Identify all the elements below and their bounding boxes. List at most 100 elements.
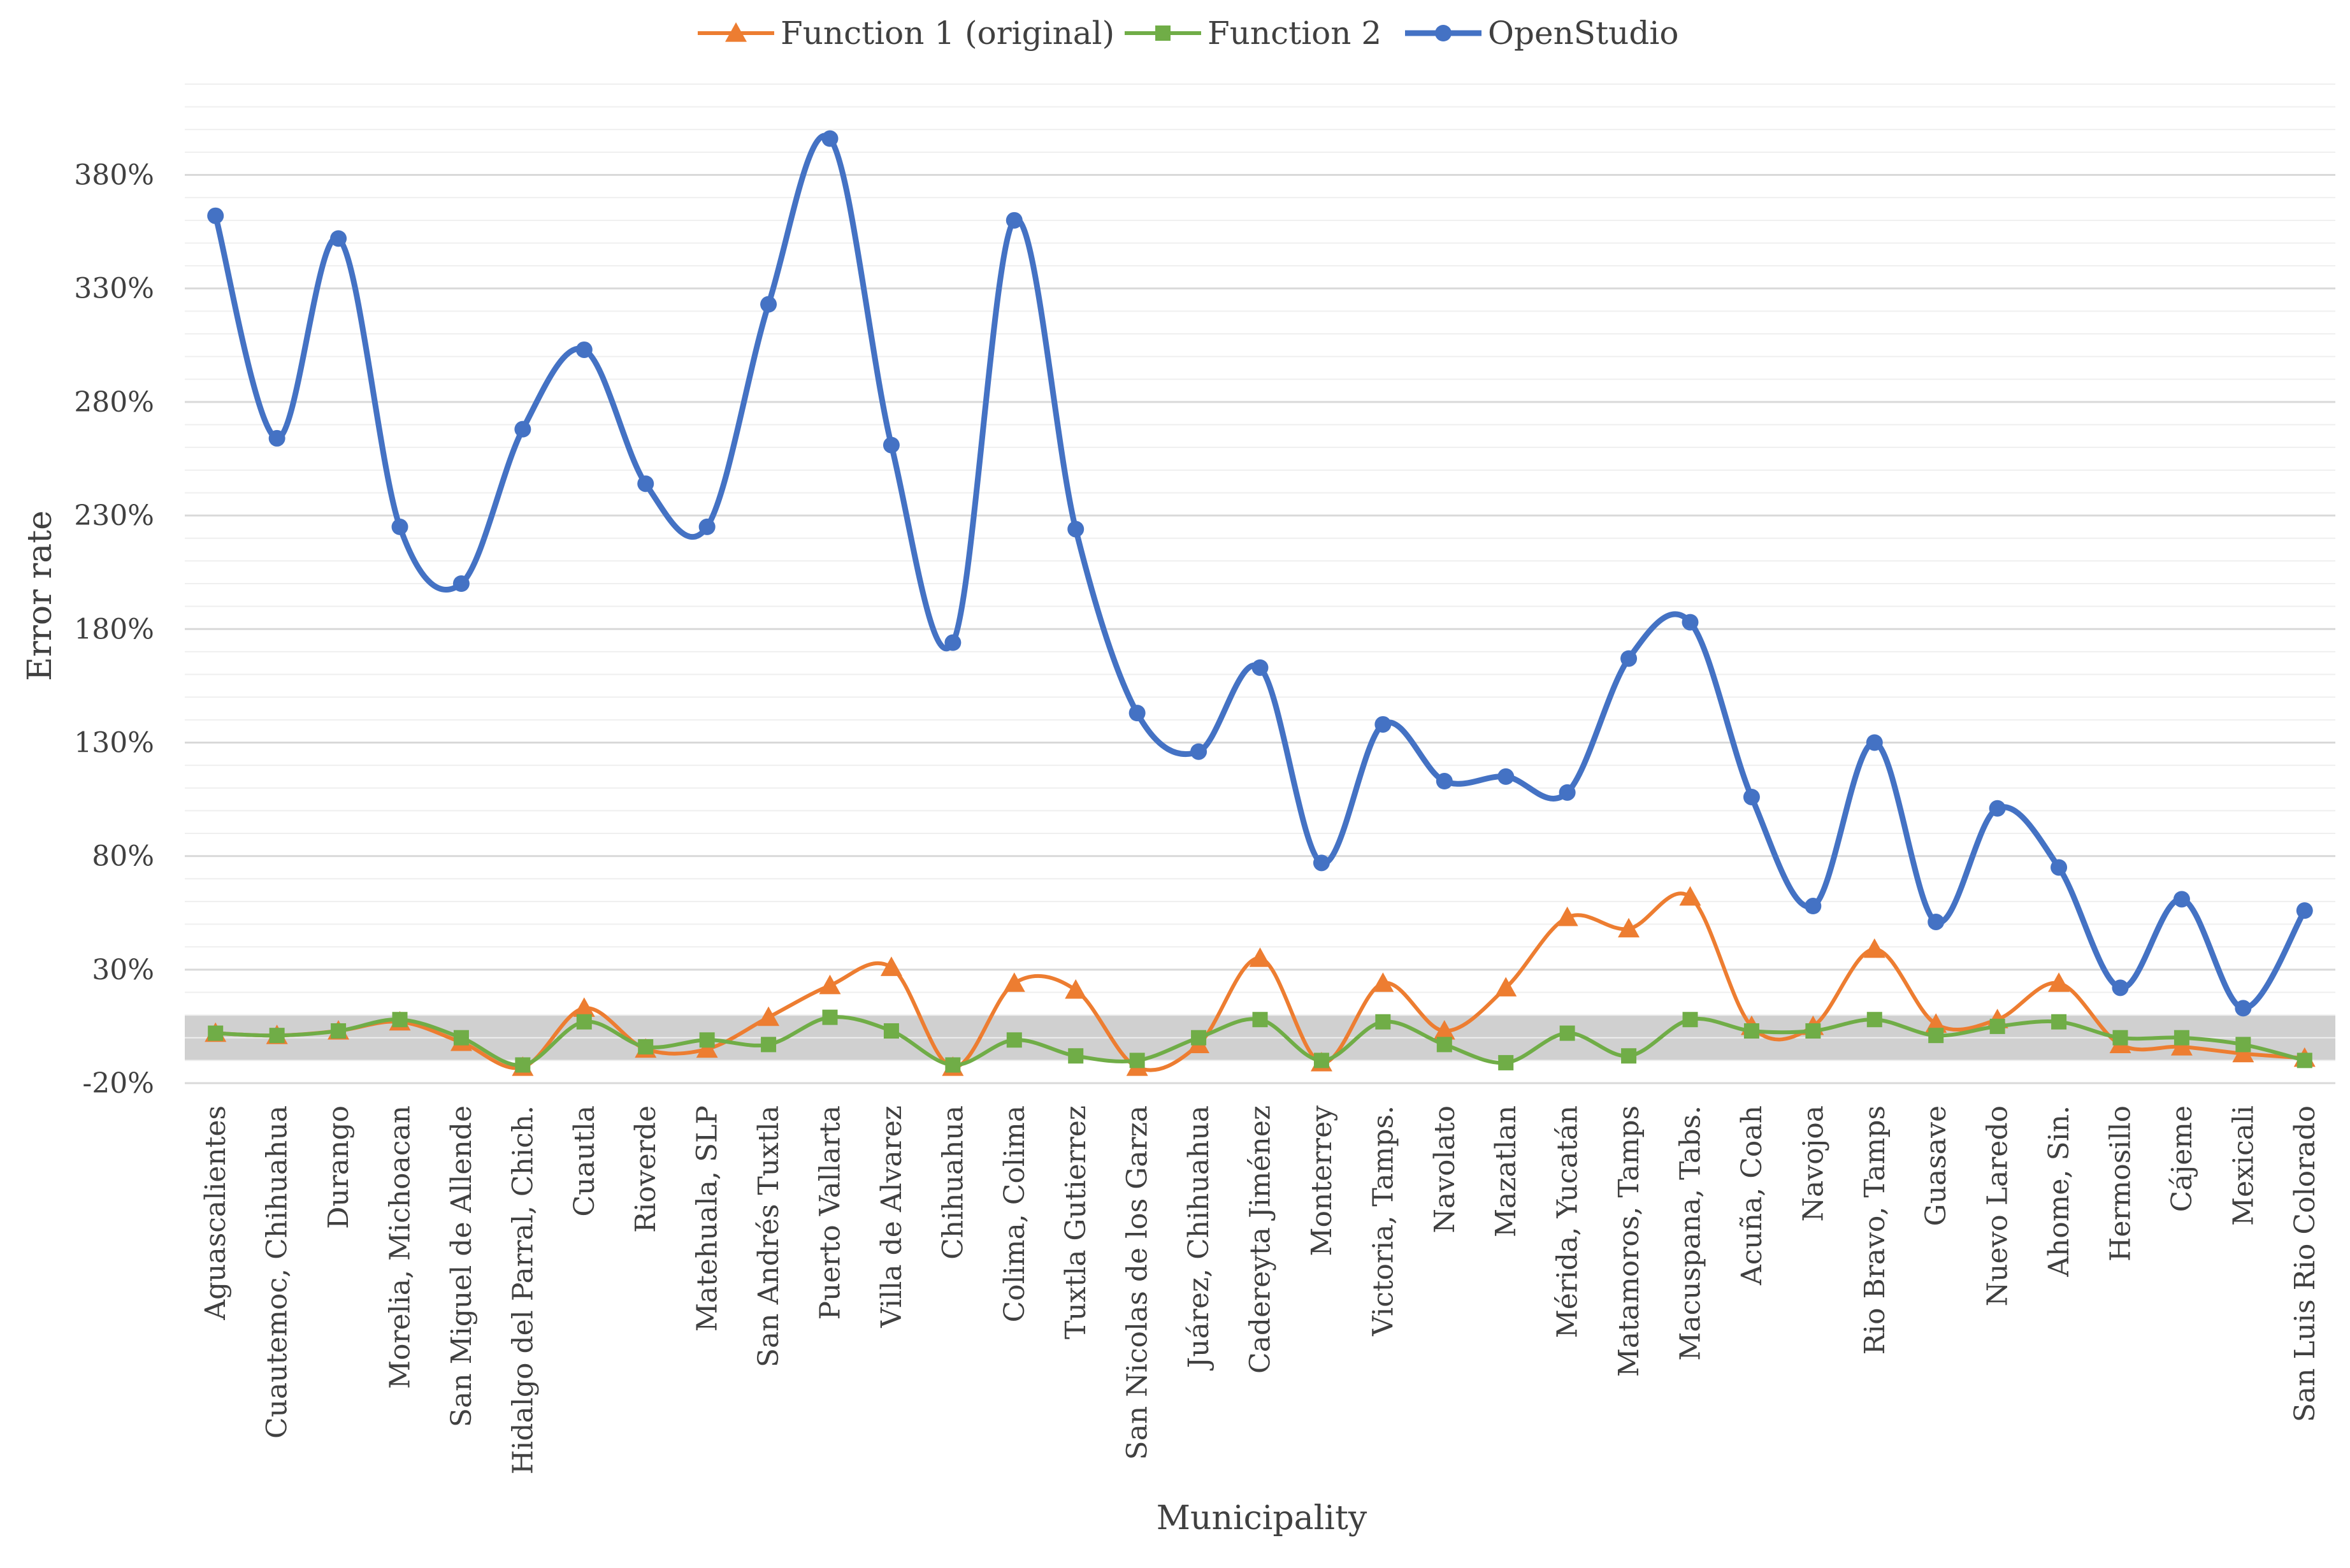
series-point-triangle [1556,906,1578,926]
series-point-circle [1128,705,1146,722]
series-point-triangle [1065,979,1087,999]
series-point-circle [2051,859,2068,876]
series-point-square [2051,1014,2067,1030]
series-point-circle [268,429,285,447]
x-tick-label: San Andrés Tuxtla [753,1105,785,1367]
series-point-square [638,1039,654,1054]
x-tick-label: Victoria, Tamps. [1367,1105,1399,1337]
series-point-circle [1989,800,2006,817]
series-3 [207,130,2313,1017]
series-point-circle [1682,614,1699,631]
series-point-circle [1374,716,1392,733]
series-point-square [2296,1053,2312,1068]
series-point-square [1498,1054,1514,1070]
series-point-circle [2112,979,2129,996]
series-point-square [1068,1048,1084,1064]
x-tick-label: Villa de Alvarez [876,1105,908,1328]
series-point-circle [1251,659,1269,676]
x-tick-label: Aguascalientes [199,1105,232,1321]
series-point-triangle [2232,1042,2254,1063]
y-axis-title: Error rate [21,510,59,681]
series-point-circle [1866,734,1883,751]
series-point-square [269,1028,285,1044]
series-point-triangle [696,1038,718,1058]
x-tick-label: Rioverde [630,1105,662,1233]
x-tick-label: Hidalgo del Parral, Chich. [507,1105,539,1474]
series-point-square [1252,1012,1268,1028]
legend-label: Function 2 [1207,15,1381,52]
x-tick-label: Cuautla [568,1105,601,1217]
x-tick-label: Acuña, Coah [1736,1105,1768,1286]
series-point-square [1436,1037,1452,1053]
series-point-triangle [1495,977,1517,996]
y-tick-label: 130% [74,726,154,759]
y-tick-label: -20% [82,1067,154,1100]
series-point-square [208,1025,224,1041]
series-point-circle [514,421,531,438]
x-tick-label: Cuautemoc, Chihuahua [261,1105,294,1439]
series-point-circle [1743,788,1760,805]
x-tick-label: Tuxtla Gutierrez [1060,1105,1092,1339]
series-point-circle [2296,902,2313,919]
x-tick-label: Hermosillo [2105,1105,2137,1262]
series-point-square [1313,1053,1329,1068]
legend-item: Function 2 [1125,15,1381,52]
x-axis-title: Municipality [1157,1499,1367,1537]
series-point-circle [1435,25,1452,41]
x-tick-label: Mérida, Yucatán [1552,1105,1584,1338]
series-point-square [1743,1023,1759,1039]
x-tick-label: Morelia, Michoacan [384,1105,417,1389]
series-point-square [2235,1037,2251,1053]
series-point-circle [452,575,470,592]
series-point-square [515,1057,531,1073]
series-point-triangle [1863,938,1885,958]
series-point-circle [1928,913,1945,930]
series-point-square [1805,1023,1821,1039]
series-point-square [1155,25,1171,41]
y-tick-label: 380% [74,159,154,192]
series-point-circle [1006,212,1023,229]
x-tick-label: Cadereyta Jiménez [1244,1105,1277,1374]
x-tick-label: Durango [322,1105,355,1229]
series-point-triangle [573,997,595,1017]
x-tick-label: Chihuahua [937,1105,969,1260]
series-point-square [1006,1032,1022,1048]
series-point-square [1989,1018,2005,1034]
series-point-triangle [758,1006,780,1026]
gridlines [185,83,2335,1084]
x-tick-label: Guasave [1920,1105,1952,1226]
x-tick-label: Matehuala, SLP [691,1105,724,1332]
series-point-circle [944,634,962,651]
x-tick-label: Monterrey [1306,1105,1338,1256]
series-point-square [1682,1012,1698,1028]
x-tick-label: Cájeme [2166,1105,2198,1212]
legend: Function 1 (original) Function 2 OpenStudi… [698,15,1678,52]
x-tick-label: Colima, Colima [998,1105,1031,1322]
series-point-circle [821,130,839,147]
series-point-triangle [1679,886,1701,906]
series-point-triangle [1372,972,1394,992]
series-point-square [1191,1030,1207,1046]
series-point-square [761,1037,777,1053]
series-point-square [1375,1014,1391,1030]
x-tick-label: Puerto Vallarta [814,1105,847,1320]
x-tick-label: Rio Bravo, Tamps [1859,1105,1891,1355]
legend-label: OpenStudio [1488,15,1678,52]
series-point-square [883,1023,899,1039]
legend-item: OpenStudio [1405,15,1678,52]
series-point-square [392,1012,408,1028]
series-point-circle [760,296,777,313]
x-tick-label: Nuevo Laredo [1982,1105,2014,1306]
x-tick-label: Navojoa [1797,1105,1829,1221]
series-point-square [453,1030,469,1046]
series-line [212,133,2308,1011]
series-point-square [2173,1030,2189,1046]
y-tick-label: 30% [92,954,154,986]
series-point-circle [1313,854,1330,872]
series-group [205,130,2316,1076]
series-point-circle [1067,521,1085,538]
series-2 [208,1009,2312,1073]
series-point-circle [207,207,224,224]
